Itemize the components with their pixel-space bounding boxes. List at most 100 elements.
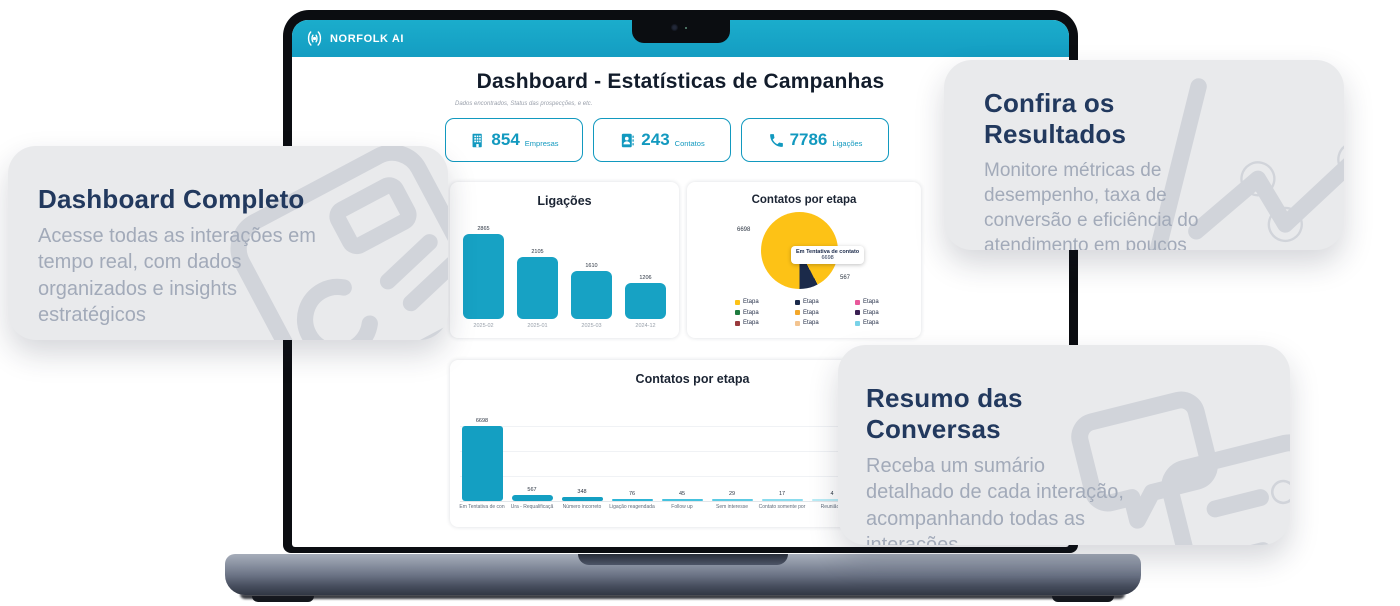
bar[interactable] [625,283,666,319]
bar-category-label: Reunião a [820,504,844,510]
legend-item[interactable]: Etapa [735,320,795,326]
feature-card-body: Receba um sumário detalhado de cada inte… [866,455,1124,545]
feature-card-body: Acesse todas as interações em tempo real… [38,225,316,327]
bar[interactable] [517,257,558,319]
bar-value-label: 2865 [477,226,490,232]
legend-label: Etapa [743,320,759,326]
bar-category-label: 2025-03 [581,323,602,329]
page-title: Dashboard - Estatísticas de Campanhas [476,70,885,93]
feature-card-text: Dashboard Completo Acesse todas as inter… [38,184,318,329]
bar-value-label: 6698 [475,418,489,424]
legend-item[interactable]: Etapa [795,320,855,326]
legend-label: Etapa [803,299,819,305]
legend-item[interactable]: Etapa [855,320,915,326]
etapa-bar-title: Contatos por etapa [635,372,750,386]
stat-ligacoes-label: Ligações [832,138,863,148]
stat-contatos[interactable]: 243 Contatos [593,118,731,162]
legend-swatch [795,310,800,315]
stats-row: 854 Empresas 243 Contatos [445,118,889,162]
brand-name: NORFOLK AI [330,32,405,45]
feature-card-confira-resultados: Confira os Resultados Monitore métricas … [944,60,1344,250]
bar[interactable] [571,271,612,319]
legend-swatch [735,320,740,326]
laptop-camera [670,24,678,31]
feature-card-body: Monitore métricas de desempenho, taxa de… [984,160,1199,250]
ligacoes-bar-plot[interactable]: 2865 2025-02 2105 2025-01 1610 2025-03 1206 202… [460,215,669,329]
feature-card-title: Resumo das Conversas [866,383,1023,444]
brand: NORFOLK AI [305,29,404,48]
legend-swatch [795,299,800,305]
laptop-foot-right [1052,596,1114,602]
bar-column: 4 Reunião a [807,491,857,510]
bar-column: 2105 2025-01 [514,249,561,329]
gridline [460,426,925,427]
laptop-base-shadow [240,594,1125,599]
bar[interactable] [561,497,603,501]
legend-label: Etapa [803,309,819,316]
contact-book-icon [622,133,635,147]
legend-swatch [855,320,860,326]
gridline [460,451,925,452]
etapa-pie-card: Contatos por etapa 6698 567 Em Tentativa… [687,182,921,338]
legend-swatch [795,320,800,326]
etapa-pie-title: Contatos por etapa [751,194,857,206]
baseline [460,501,925,502]
legend-label: Etapa [863,309,879,316]
bar[interactable] [511,495,553,501]
bar-column: 567 Ura - Requalificaçã [507,487,557,510]
feature-card-text: Resumo das Conversas Receba um sumário d… [866,383,1126,545]
page-subtitle: Dados encontrados, Status das prospecçõe… [455,101,593,107]
phone-icon [769,133,783,147]
legend-item[interactable]: Etapa [735,310,795,316]
bar[interactable] [611,499,653,501]
bar-value-label: 17 [778,491,786,497]
ligacoes-chart-card: Ligações 2865 2025-02 2105 2025-01 1610 2025-… [450,182,679,338]
bar-value-label: 4 [830,491,834,497]
bar[interactable] [711,499,753,501]
bar[interactable] [761,499,803,501]
bar-category-label: Follow up [671,504,693,510]
laptop-foot-left [252,596,314,602]
bar-value-label: 1206 [639,275,652,281]
legend-label: Etapa [743,299,759,305]
bar-category-label: Sem interesse [716,504,748,510]
bar-value-label: 45 [678,491,686,497]
legend-swatch [855,299,860,305]
bar[interactable] [661,499,703,501]
bar-category-label: Ligação reagendada [609,504,655,510]
norfolk-ai-logo-icon [307,31,322,46]
etapa-bar-plot[interactable]: 6698 Em Tentativa de con 567 Ura - Requalif… [457,360,857,510]
bar-column: 29 Sem interesse [707,491,757,510]
bar-value-label: 29 [728,491,736,497]
legend-swatch [855,310,860,315]
legend-item[interactable]: Etapa [855,310,915,316]
bar-category-label: 2024-12 [635,323,656,329]
bar-value-label: 76 [628,491,636,497]
stat-ligacoes[interactable]: 7786 Ligações [741,118,889,162]
bar[interactable] [461,426,503,501]
bar[interactable] [811,499,853,501]
pie-legend: Etapa Etapa Etapa Etapa Etapa Etapa Etapa Etapa… [735,299,915,326]
legend-label: Etapa [863,299,879,305]
legend-swatch [735,310,740,315]
camera-led [684,27,687,29]
chat-bubbles-watermark-icon [1071,391,1290,545]
legend-item[interactable]: Etapa [855,299,915,305]
bar-category-label: 2025-01 [527,323,548,329]
legend-label: Etapa [803,320,819,326]
pie-tooltip-value: 6698 [821,255,834,261]
bar-column: 6698 Em Tentativa de con [457,418,507,510]
pie-tooltip: Em Tentativa de contato 6698 [791,246,865,264]
legend-label: Etapa [863,320,879,326]
legend-item[interactable]: Etapa [735,299,795,305]
bar[interactable] [463,234,504,319]
bar-category-label: Número incorreto [562,504,602,510]
legend-item[interactable]: Etapa [795,310,855,316]
stat-empresas[interactable]: 854 Empresas [445,118,583,162]
trend-chart-watermark-icon [1148,78,1344,250]
laptop-lid-groove [578,554,788,565]
bar-column: 1610 2025-03 [568,263,615,329]
stat-contatos-label: Contatos [674,138,705,148]
legend-item[interactable]: Etapa [795,299,855,305]
